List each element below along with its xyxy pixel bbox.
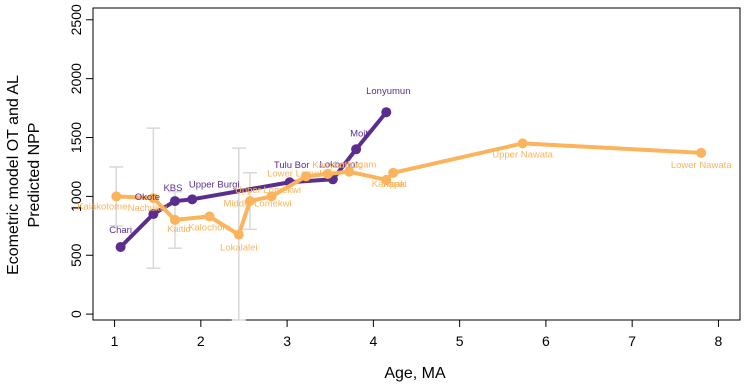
x-tick-label: 2 <box>197 333 205 349</box>
data-label: Middle Lomekwi <box>224 198 292 209</box>
data-point <box>301 171 312 182</box>
data-point <box>148 193 159 204</box>
data-label: Upper Lomekwi <box>235 185 301 196</box>
data-label: Moiti <box>350 128 370 139</box>
y-tick-label: 0 <box>68 310 84 318</box>
y-axis-title-line-2: Predicted NPP <box>26 123 43 228</box>
data-point <box>115 242 126 253</box>
axes: 1 2 3 4 5 6 7 8 0 500 1000 1500 2000 2500 <box>68 4 741 349</box>
x-tick-label: 5 <box>456 333 464 349</box>
data-label: Upper Nawata <box>492 149 553 160</box>
plot-frame <box>92 7 741 321</box>
data-label: Nachukui <box>128 203 168 214</box>
x-tick-label: 3 <box>283 333 291 349</box>
data-label: Lokochot <box>320 159 359 170</box>
y-tick-label: 2500 <box>68 4 84 35</box>
data-label: Lothagam <box>334 160 376 171</box>
x-tick-label: 1 <box>111 333 119 349</box>
data-point <box>351 144 362 155</box>
data-label: Kanyumbuo <box>312 160 363 171</box>
data-point <box>169 196 180 207</box>
data-label: Kaiakotome <box>77 201 127 212</box>
data-point <box>245 196 256 207</box>
data-point <box>322 169 333 180</box>
series-lines <box>111 107 707 253</box>
y-axis-title-line-1: Ecometric model OT and AL <box>5 75 22 275</box>
data-label: Okote <box>135 192 160 203</box>
y-tick-label: 2000 <box>68 63 84 94</box>
x-axis-title: Age, MA <box>384 365 446 382</box>
data-point <box>381 174 392 185</box>
x-tick-label: 6 <box>542 333 550 349</box>
data-point <box>148 209 159 220</box>
data-label: Lower Lomekwi <box>267 168 333 179</box>
x-tick-label: 4 <box>369 333 377 349</box>
data-point <box>381 107 392 118</box>
data-point <box>517 138 528 149</box>
data-label: Kanapoi <box>372 179 407 190</box>
data-point <box>696 147 707 158</box>
data-point <box>187 194 198 205</box>
x-tick-label: 8 <box>715 333 723 349</box>
series-line-purple <box>119 110 388 249</box>
data-label: Lower Nawata <box>671 160 732 171</box>
data-label: Chari <box>109 225 132 236</box>
data-label: Lonyumun <box>366 86 410 97</box>
data-label: Kaitio <box>167 224 191 235</box>
data-label: Tulu Bor <box>274 160 310 171</box>
data-point <box>233 229 244 240</box>
x-tick-label: 7 <box>628 333 636 349</box>
data-point <box>344 166 355 177</box>
data-point <box>388 167 399 178</box>
y-tick-label: 1000 <box>68 181 84 212</box>
data-label: KBS <box>163 183 182 194</box>
data-label: Kalochoro <box>188 222 231 233</box>
y-tick-label: 1500 <box>68 122 84 153</box>
data-point <box>169 214 180 225</box>
data-point <box>266 191 277 202</box>
data-point <box>111 191 122 202</box>
data-label: Upper Burgi <box>189 179 240 190</box>
y-tick-label: 500 <box>68 243 84 267</box>
data-point <box>204 211 215 222</box>
data-label: Lokalalei <box>220 243 258 254</box>
data-label: Apak <box>383 179 405 190</box>
